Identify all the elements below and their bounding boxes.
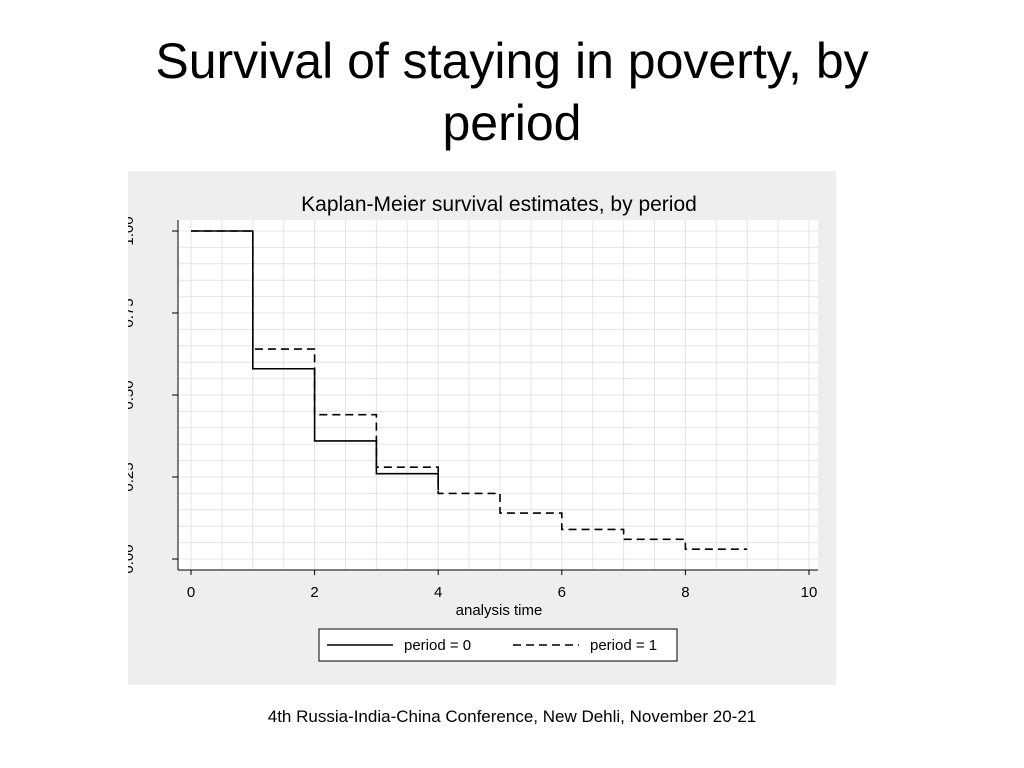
legend-label-period-0: period = 0 xyxy=(404,637,471,654)
x-tick-label: 8 xyxy=(681,584,689,601)
slide-title: Survival of staying in poverty, by perio… xyxy=(0,30,1024,154)
y-tick-label: 0.00 xyxy=(128,544,137,573)
km-chart-svg: Kaplan-Meier survival estimates, by peri… xyxy=(128,171,836,685)
x-axis-label: analysis time xyxy=(456,602,543,619)
legend-label-period-1: period = 1 xyxy=(590,637,657,654)
plot-area: 0 2 4 6 8 10 0.00 0.25 0.50 0.75 1.00 xyxy=(128,216,818,601)
slide-title-line2: period xyxy=(442,95,582,151)
slide-title-line1: Survival of staying in poverty, by xyxy=(155,33,869,89)
x-tick-label: 6 xyxy=(558,584,566,601)
series-line-period-1 xyxy=(191,230,748,550)
x-tick-label: 2 xyxy=(310,584,318,601)
y-tick-label: 0.25 xyxy=(128,462,137,491)
x-tick-label: 0 xyxy=(187,584,195,601)
y-tick-label: 1.00 xyxy=(128,216,137,245)
y-tick-label: 0.50 xyxy=(128,380,137,409)
x-tick-label: 10 xyxy=(801,584,818,601)
slide-footer: 4th Russia-India-China Conference, New D… xyxy=(267,707,757,726)
chart-title: Kaplan-Meier survival estimates, by peri… xyxy=(301,193,697,216)
km-chart: Kaplan-Meier survival estimates, by peri… xyxy=(128,171,836,685)
x-tick-label: 4 xyxy=(434,584,442,601)
legend: period = 0 period = 1 xyxy=(318,628,678,662)
y-tick-label: 0.75 xyxy=(128,298,137,327)
